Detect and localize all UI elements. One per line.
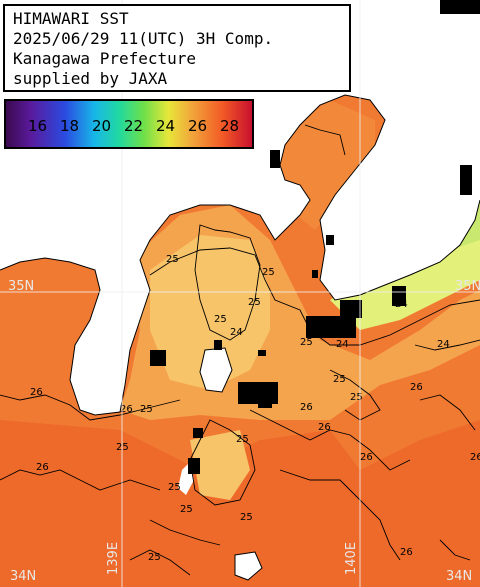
contour-label: 25 xyxy=(166,254,179,265)
contour-label: 26 xyxy=(300,402,313,413)
contour-label: 26 xyxy=(120,404,133,415)
contour-label: 25 xyxy=(236,434,249,445)
lon-label-139e: 139E xyxy=(106,542,121,575)
contour-label: 25 xyxy=(140,404,153,415)
cool-sea-region xyxy=(150,235,270,390)
grid-labels: 35N 35N 34N 34N 139E 140E xyxy=(8,279,480,584)
lon-label-140e: 140E xyxy=(344,542,359,575)
title-line-product: HIMAWARI SST xyxy=(13,9,129,28)
lat-label-34n-west: 34N xyxy=(10,569,36,584)
contour-label: 26 xyxy=(30,387,43,398)
legend-tick: 22 xyxy=(124,117,143,135)
contour-label: 26 xyxy=(410,382,423,393)
contour-label: 25 xyxy=(148,552,161,563)
contour-label: 26 xyxy=(318,422,331,433)
sst-contours xyxy=(0,124,480,576)
contour-label: 26 xyxy=(360,452,373,463)
contour-label: 24 xyxy=(437,339,450,350)
legend-colorbar xyxy=(6,101,252,147)
contour-label: 24 xyxy=(395,299,408,310)
legend-tick: 24 xyxy=(156,117,175,135)
legend-tick: 20 xyxy=(92,117,111,135)
legend-tick: 26 xyxy=(188,117,207,135)
no-data-pixels xyxy=(150,0,480,474)
title-line-supplier: supplied by JAXA xyxy=(13,69,168,88)
contour-label: 25 xyxy=(262,267,275,278)
land-islet xyxy=(235,552,262,580)
legend-tick: 16 xyxy=(28,117,47,135)
contour-label: 25 xyxy=(180,504,193,515)
contour-label: 25 xyxy=(248,297,261,308)
color-legend: 16 18 20 22 24 26 28 xyxy=(4,99,254,149)
title-box: HIMAWARI SST 2025/06/29 11(UTC) 3H Comp.… xyxy=(3,4,351,92)
coastline xyxy=(0,94,480,581)
contour-label: 25 xyxy=(300,337,313,348)
title-line-datetime: 2025/06/29 11(UTC) 3H Comp. xyxy=(13,29,274,48)
contour-label: 26 xyxy=(36,462,49,473)
lat-label-34n-east: 34N xyxy=(446,569,472,584)
lat-label-35n-east: 35N xyxy=(455,279,480,294)
contour-labels: 25 25 24 24 25 24 26 26 26 25 25 25 25 2… xyxy=(30,254,480,563)
land-island xyxy=(200,348,232,392)
contour-label: 25 xyxy=(240,512,253,523)
contour-label: 25 xyxy=(168,482,181,493)
contour-label: 25 xyxy=(333,374,346,385)
legend-tick: 28 xyxy=(220,117,239,135)
title-line-region: Kanagawa Prefecture xyxy=(13,49,197,68)
cool-sea-region-2 xyxy=(190,430,250,500)
contour-label: 26 xyxy=(470,452,480,463)
lat-label-35n-west: 35N xyxy=(8,279,34,294)
contour-label: 24 xyxy=(336,339,349,350)
contour-label: 24 xyxy=(230,327,243,338)
contour-label: 25 xyxy=(350,392,363,403)
legend-tick: 18 xyxy=(60,117,79,135)
contour-label: 25 xyxy=(214,314,227,325)
contour-label: 26 xyxy=(400,547,413,558)
